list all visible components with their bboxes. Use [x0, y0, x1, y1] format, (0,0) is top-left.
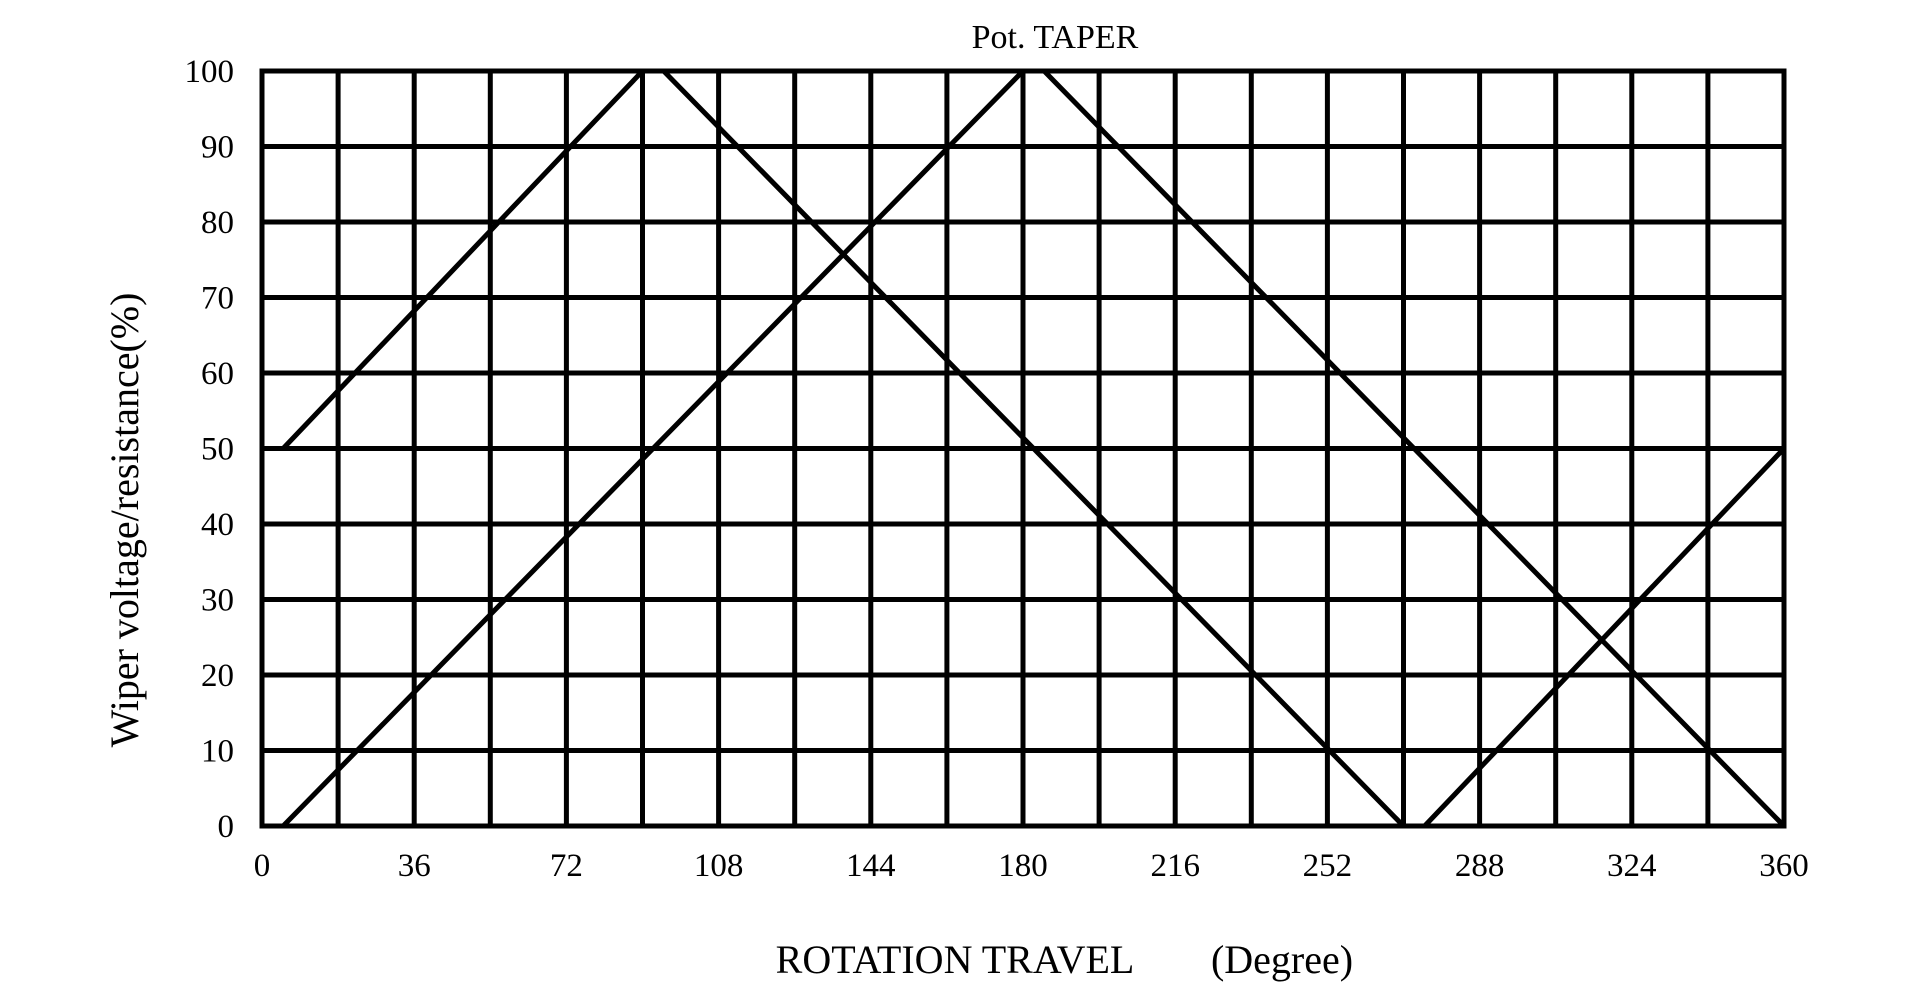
x-tick-label: 360: [1759, 848, 1809, 884]
y-tick-label: 70: [201, 281, 234, 317]
plot-frame: [259, 68, 1787, 829]
chart-grid: [259, 68, 1787, 829]
x-tick-label: 252: [1303, 848, 1353, 884]
y-tick-label: 40: [201, 507, 234, 543]
x-axis-unit: (Degree): [1211, 937, 1353, 982]
x-tick-label: 0: [254, 848, 271, 884]
x-tick-label: 216: [1150, 848, 1200, 884]
y-axis-label: Wiper voltage/resistance(%): [102, 293, 147, 748]
y-tick-label: 90: [201, 130, 234, 166]
x-tick-labels: 0 36 72 108 144 180 216 252 288 324 360: [254, 848, 1809, 884]
x-axis-label: ROTATION TRAVEL: [776, 937, 1135, 982]
x-tick-label: 144: [846, 848, 896, 884]
x-tick-label: 72: [550, 848, 583, 884]
x-tick-label: 108: [694, 848, 744, 884]
y-tick-label: 20: [201, 658, 234, 694]
y-tick-label: 10: [201, 734, 234, 770]
y-tick-label: 60: [201, 356, 234, 392]
x-tick-label: 36: [398, 848, 431, 884]
y-tick-label: 80: [201, 205, 234, 241]
chart-title: Pot. TAPER: [972, 19, 1139, 56]
x-tick-label: 180: [998, 848, 1048, 884]
y-tick-label: 0: [218, 809, 235, 845]
y-tick-label: 100: [185, 54, 235, 90]
y-tick-label: 50: [201, 432, 234, 468]
y-tick-label: 30: [201, 583, 234, 619]
x-tick-label: 324: [1607, 848, 1657, 884]
y-tick-labels: 0 10 20 30 40 50 60 70 80 90 100: [185, 54, 235, 845]
x-tick-label: 288: [1455, 848, 1505, 884]
